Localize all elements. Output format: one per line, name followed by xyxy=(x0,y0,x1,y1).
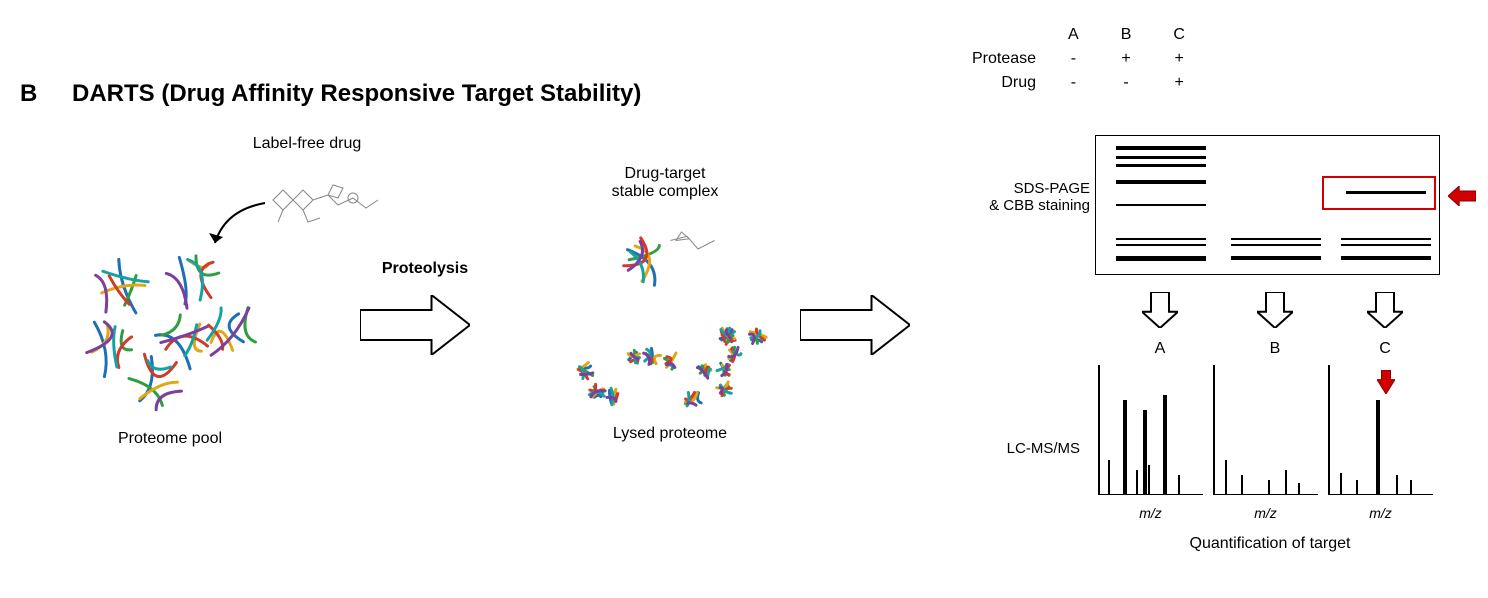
down-arrow-icon xyxy=(1367,292,1403,333)
ms-peak xyxy=(1285,470,1287,495)
panel-letter: B xyxy=(20,80,37,108)
cond-header: C xyxy=(1153,24,1205,46)
cond-row-name: Drug xyxy=(952,72,1046,94)
mz-label: m/z xyxy=(1361,505,1401,521)
gel-band xyxy=(1231,256,1321,260)
mz-label: m/z xyxy=(1246,505,1286,521)
ms-lane-letter: B xyxy=(1265,340,1285,358)
proteolysis-label: Proteolysis xyxy=(370,260,480,278)
cond-cell: + xyxy=(1101,48,1152,70)
diagram-title: DARTS (Drug Affinity Responsive Target S… xyxy=(72,80,641,108)
gel-band xyxy=(1341,256,1431,260)
down-arrow-icon xyxy=(1142,292,1178,333)
big-arrow-2-icon xyxy=(800,295,910,355)
gel-band xyxy=(1116,238,1206,240)
cond-header: A xyxy=(1048,24,1099,46)
lcmsms-label: LC-MS/MS xyxy=(960,440,1080,457)
ms-plot xyxy=(1328,365,1433,495)
cond-cell: - xyxy=(1048,72,1099,94)
gel-band xyxy=(1116,204,1206,206)
ms-peak xyxy=(1108,460,1110,495)
ms-peak xyxy=(1298,483,1300,495)
sds-page-label: SDS-PAGE& CBB staining xyxy=(930,180,1090,214)
gel-band xyxy=(1341,244,1431,246)
gel-band xyxy=(1116,146,1206,150)
cond-header: B xyxy=(1101,24,1152,46)
proteome-pool-icon xyxy=(60,245,270,415)
cond-cell: - xyxy=(1048,48,1099,70)
gel-band xyxy=(1116,164,1206,167)
ms-peak xyxy=(1178,475,1180,495)
quantification-label: Quantification of target xyxy=(1130,535,1410,553)
mz-label: m/z xyxy=(1131,505,1171,521)
ms-peak xyxy=(1148,465,1150,495)
red-arrow-gel-icon xyxy=(1448,186,1476,206)
ms-plot xyxy=(1098,365,1203,495)
gel-band xyxy=(1116,156,1206,159)
ms-peak xyxy=(1241,475,1243,495)
down-arrow-icon xyxy=(1257,292,1293,333)
cond-cell: + xyxy=(1153,48,1205,70)
complex-label: Drug-targetstable complex xyxy=(580,165,750,201)
drug-structure-icon xyxy=(258,160,388,240)
highlight-box xyxy=(1322,176,1436,210)
drug-target-complex-icon xyxy=(610,215,720,300)
ms-peak xyxy=(1225,460,1227,495)
cond-cell: - xyxy=(1101,72,1152,94)
cond-row-name: Protease xyxy=(952,48,1046,70)
gel-band xyxy=(1116,244,1206,246)
ms-peak xyxy=(1136,470,1138,495)
ms-peak xyxy=(1123,400,1127,495)
conditions-table: ABCProtease-++Drug--+ xyxy=(950,22,1207,96)
gel-band xyxy=(1231,244,1321,246)
ms-peak xyxy=(1410,480,1412,495)
ms-peak xyxy=(1163,395,1167,495)
label-free-drug-text: Label-free drug xyxy=(222,135,392,153)
cond-cell: + xyxy=(1153,72,1205,94)
ms-peak xyxy=(1356,480,1358,495)
ms-peak xyxy=(1340,473,1342,495)
proteome-pool-label: Proteome pool xyxy=(90,430,250,448)
gel-band xyxy=(1116,256,1206,261)
ms-peak xyxy=(1268,480,1270,495)
gel-band xyxy=(1231,238,1321,240)
ms-peak xyxy=(1376,400,1380,495)
ms-peak xyxy=(1396,475,1398,495)
big-arrow-1-icon xyxy=(360,295,470,355)
gel-band xyxy=(1116,180,1206,184)
ms-lane-letter: C xyxy=(1375,340,1395,358)
lysed-proteome-icon xyxy=(568,320,768,410)
ms-peak xyxy=(1143,410,1147,495)
lysed-proteome-label: Lysed proteome xyxy=(580,425,760,443)
gel-band xyxy=(1341,238,1431,240)
ms-plot xyxy=(1213,365,1318,495)
ms-lane-letter: A xyxy=(1150,340,1170,358)
